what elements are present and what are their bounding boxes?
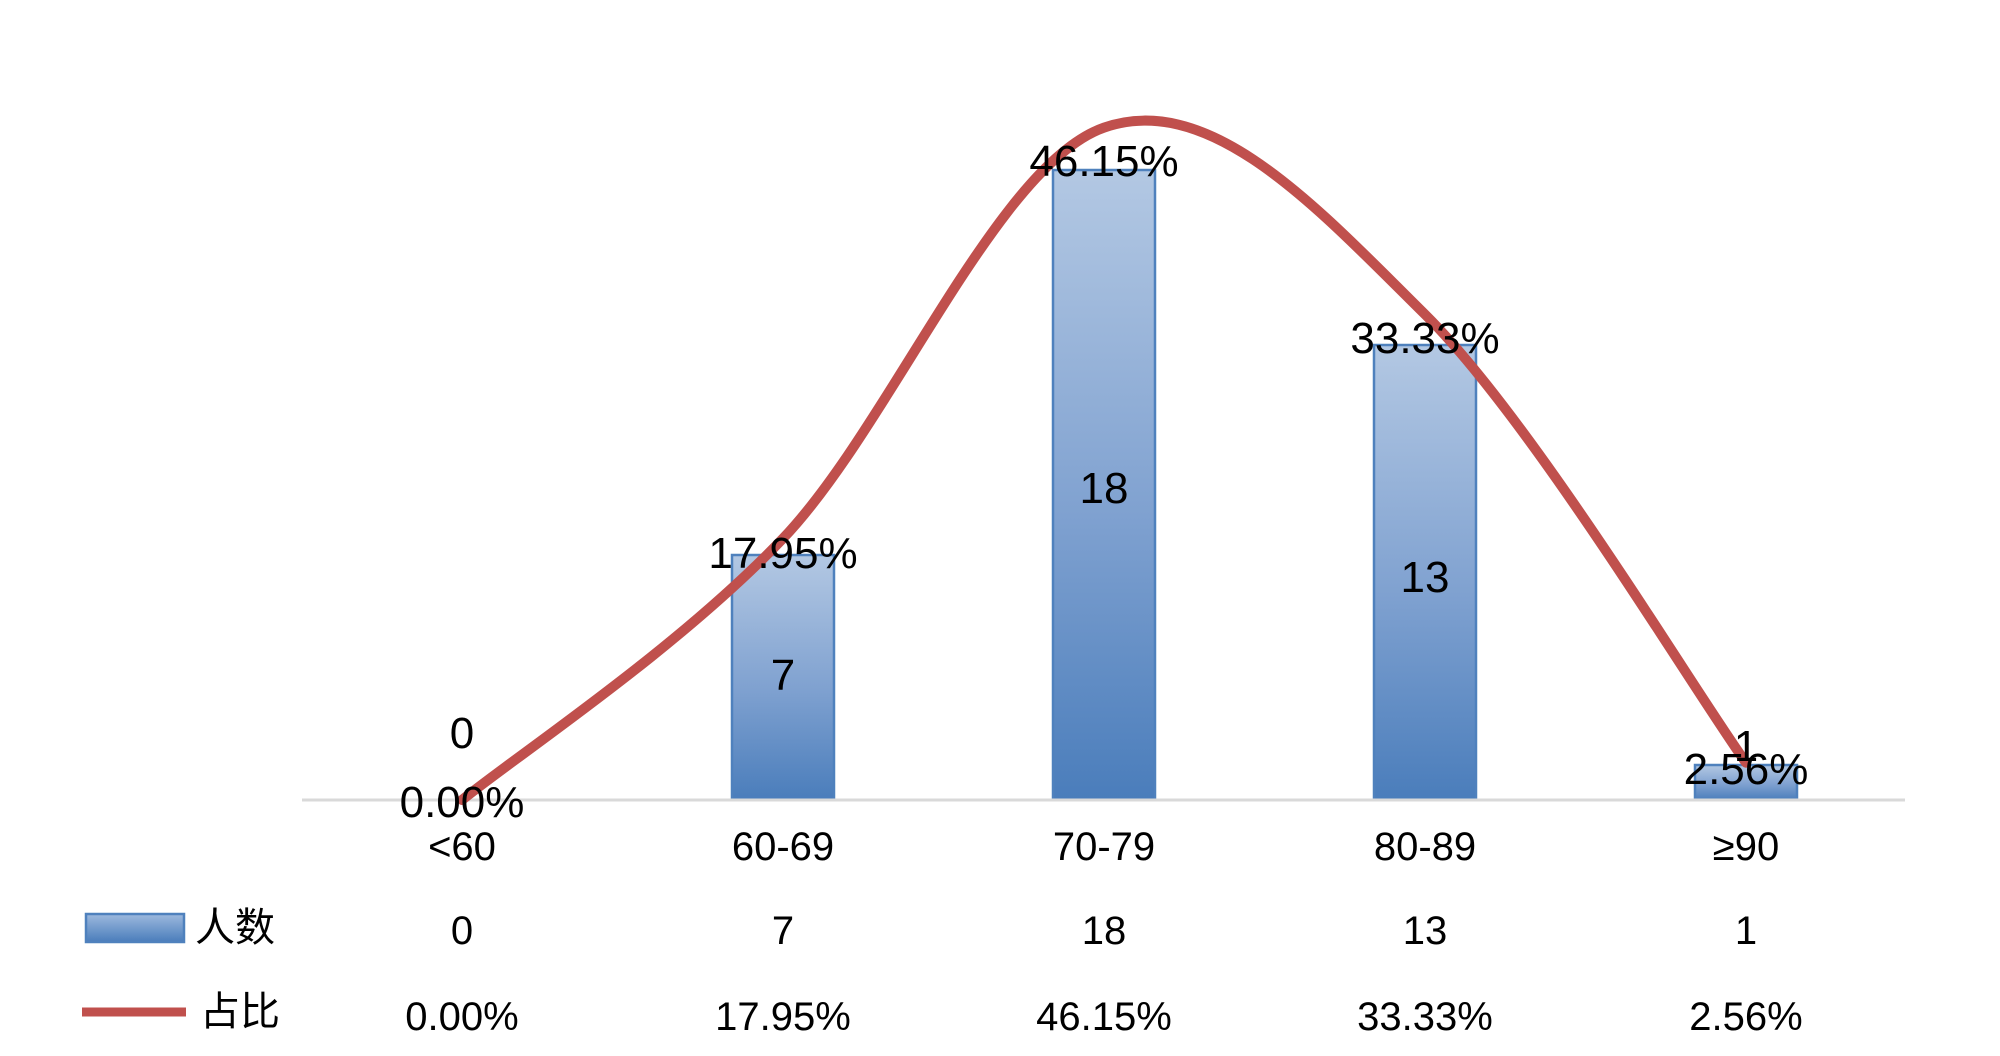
labels-layer: 0 7 18 13 1 0.00% 17.95% 46.15% 33.33% 2.56% [400, 137, 1809, 827]
bars-layer [730, 168, 1799, 802]
line-series-share [457, 115, 1751, 805]
bar-value-label: 0 [450, 709, 474, 758]
bar-value-label: 7 [771, 651, 795, 700]
line-layer [457, 115, 1751, 805]
bar-≥90 [1693, 763, 1799, 802]
line-value-label: 0.00% [400, 778, 525, 827]
x-tick-label: 60-69 [732, 825, 834, 869]
table-cell-count: 7 [772, 909, 794, 953]
ticks-layer: <60 60-69 70-79 80-89 ≥90 [428, 825, 1779, 869]
line-value-label: 17.95% [708, 529, 857, 578]
legend-series-name: 人数 [195, 906, 275, 950]
table-cell-share: 0.00% [405, 995, 518, 1039]
line-value-label: 2.56% [1684, 745, 1809, 794]
bar-80-89 [1372, 343, 1478, 802]
x-tick-label: ≥90 [1713, 825, 1779, 869]
x-tick-label: 70-79 [1053, 825, 1155, 869]
line-value-label: 46.15% [1029, 137, 1178, 186]
table-cell-count: 1 [1735, 909, 1757, 953]
table-cell-share: 2.56% [1689, 995, 1802, 1039]
table-cell-share: 46.15% [1036, 995, 1172, 1039]
bar-value-label: 13 [1401, 553, 1450, 602]
x-tick-label: <60 [428, 825, 496, 869]
x-tick-label: 80-89 [1374, 825, 1476, 869]
table-cell-count: 18 [1082, 909, 1127, 953]
legend-bar-swatch [84, 912, 186, 944]
table-cell-share: 33.33% [1357, 995, 1493, 1039]
bar-value-label: 1 [1734, 722, 1758, 771]
bar-70-79 [1051, 168, 1157, 802]
table-cell-count: 13 [1403, 909, 1448, 953]
bar-value-label: 18 [1080, 464, 1129, 513]
table-cell-share: 17.95% [715, 995, 851, 1039]
table-cell-count: 0 [451, 909, 473, 953]
line-value-label: 33.33% [1350, 314, 1499, 363]
legend-series-name: 占比 [200, 990, 280, 1034]
bar-60-69 [730, 553, 836, 802]
